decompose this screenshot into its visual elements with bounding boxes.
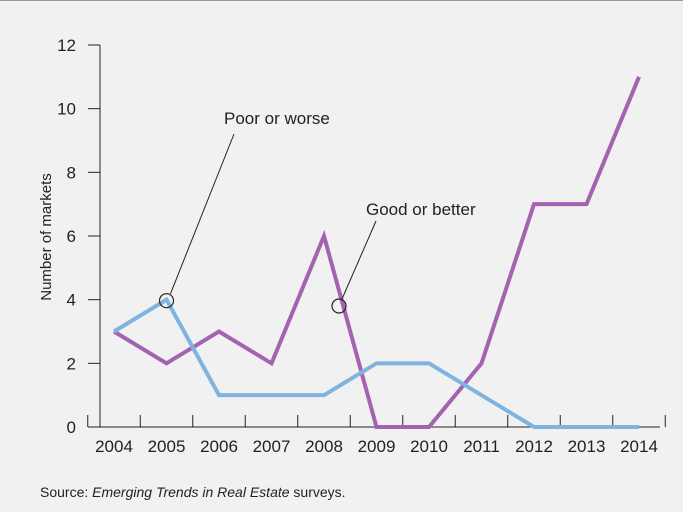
x-axis: 2004 2005 2006 2007 2008 2009 2010 2011 2012 2013…	[87, 415, 666, 456]
source-note: Source: Emerging Trends in Real Estate s…	[40, 484, 346, 500]
y-axis: 0 2 4 6 8 10 12	[57, 36, 101, 437]
series-layer	[112, 76, 641, 429]
annotation-label-poor: Poor or worse	[224, 109, 330, 128]
series-line-good-or-better	[112, 76, 641, 429]
annotation-circle-good	[331, 298, 347, 314]
annotation-leader-good	[341, 220, 377, 300]
x-tick-label: 2009	[358, 437, 396, 456]
x-tick-label: 2007	[253, 437, 291, 456]
annotation-layer: Poor or worse Good or better	[158, 109, 476, 314]
source-suffix: surveys.	[289, 484, 346, 500]
y-tick-label: 2	[67, 354, 76, 373]
x-tick-label: 2014	[620, 437, 658, 456]
y-tick-label: 10	[57, 100, 76, 119]
y-tick-label: 4	[67, 291, 76, 310]
y-tick-label: 0	[67, 418, 76, 437]
series-line-poor-or-worse	[112, 296, 639, 429]
source-title: Emerging Trends in Real Estate	[92, 484, 290, 500]
x-tick-label: 2012	[515, 437, 553, 456]
x-tick-label: 2011	[463, 437, 500, 456]
annotation-label-good: Good or better	[366, 200, 476, 219]
y-axis-label: Number of markets	[38, 173, 55, 301]
x-tick-label: 2006	[200, 437, 238, 456]
source-prefix: Source:	[40, 484, 93, 500]
x-tick-label: 2004	[95, 437, 133, 456]
annotation-leader-poor	[170, 133, 235, 294]
y-tick-label: 8	[67, 163, 76, 182]
y-tick-label: 6	[67, 227, 76, 246]
y-tick-label: 12	[57, 36, 76, 55]
annotation-circle-poor	[158, 293, 175, 309]
x-tick-label: 2010	[410, 437, 448, 456]
x-tick-label: 2008	[305, 437, 343, 456]
x-tick-label: 2013	[568, 437, 606, 456]
top-rule	[0, 0, 683, 1]
x-tick-label: 2005	[148, 437, 186, 456]
